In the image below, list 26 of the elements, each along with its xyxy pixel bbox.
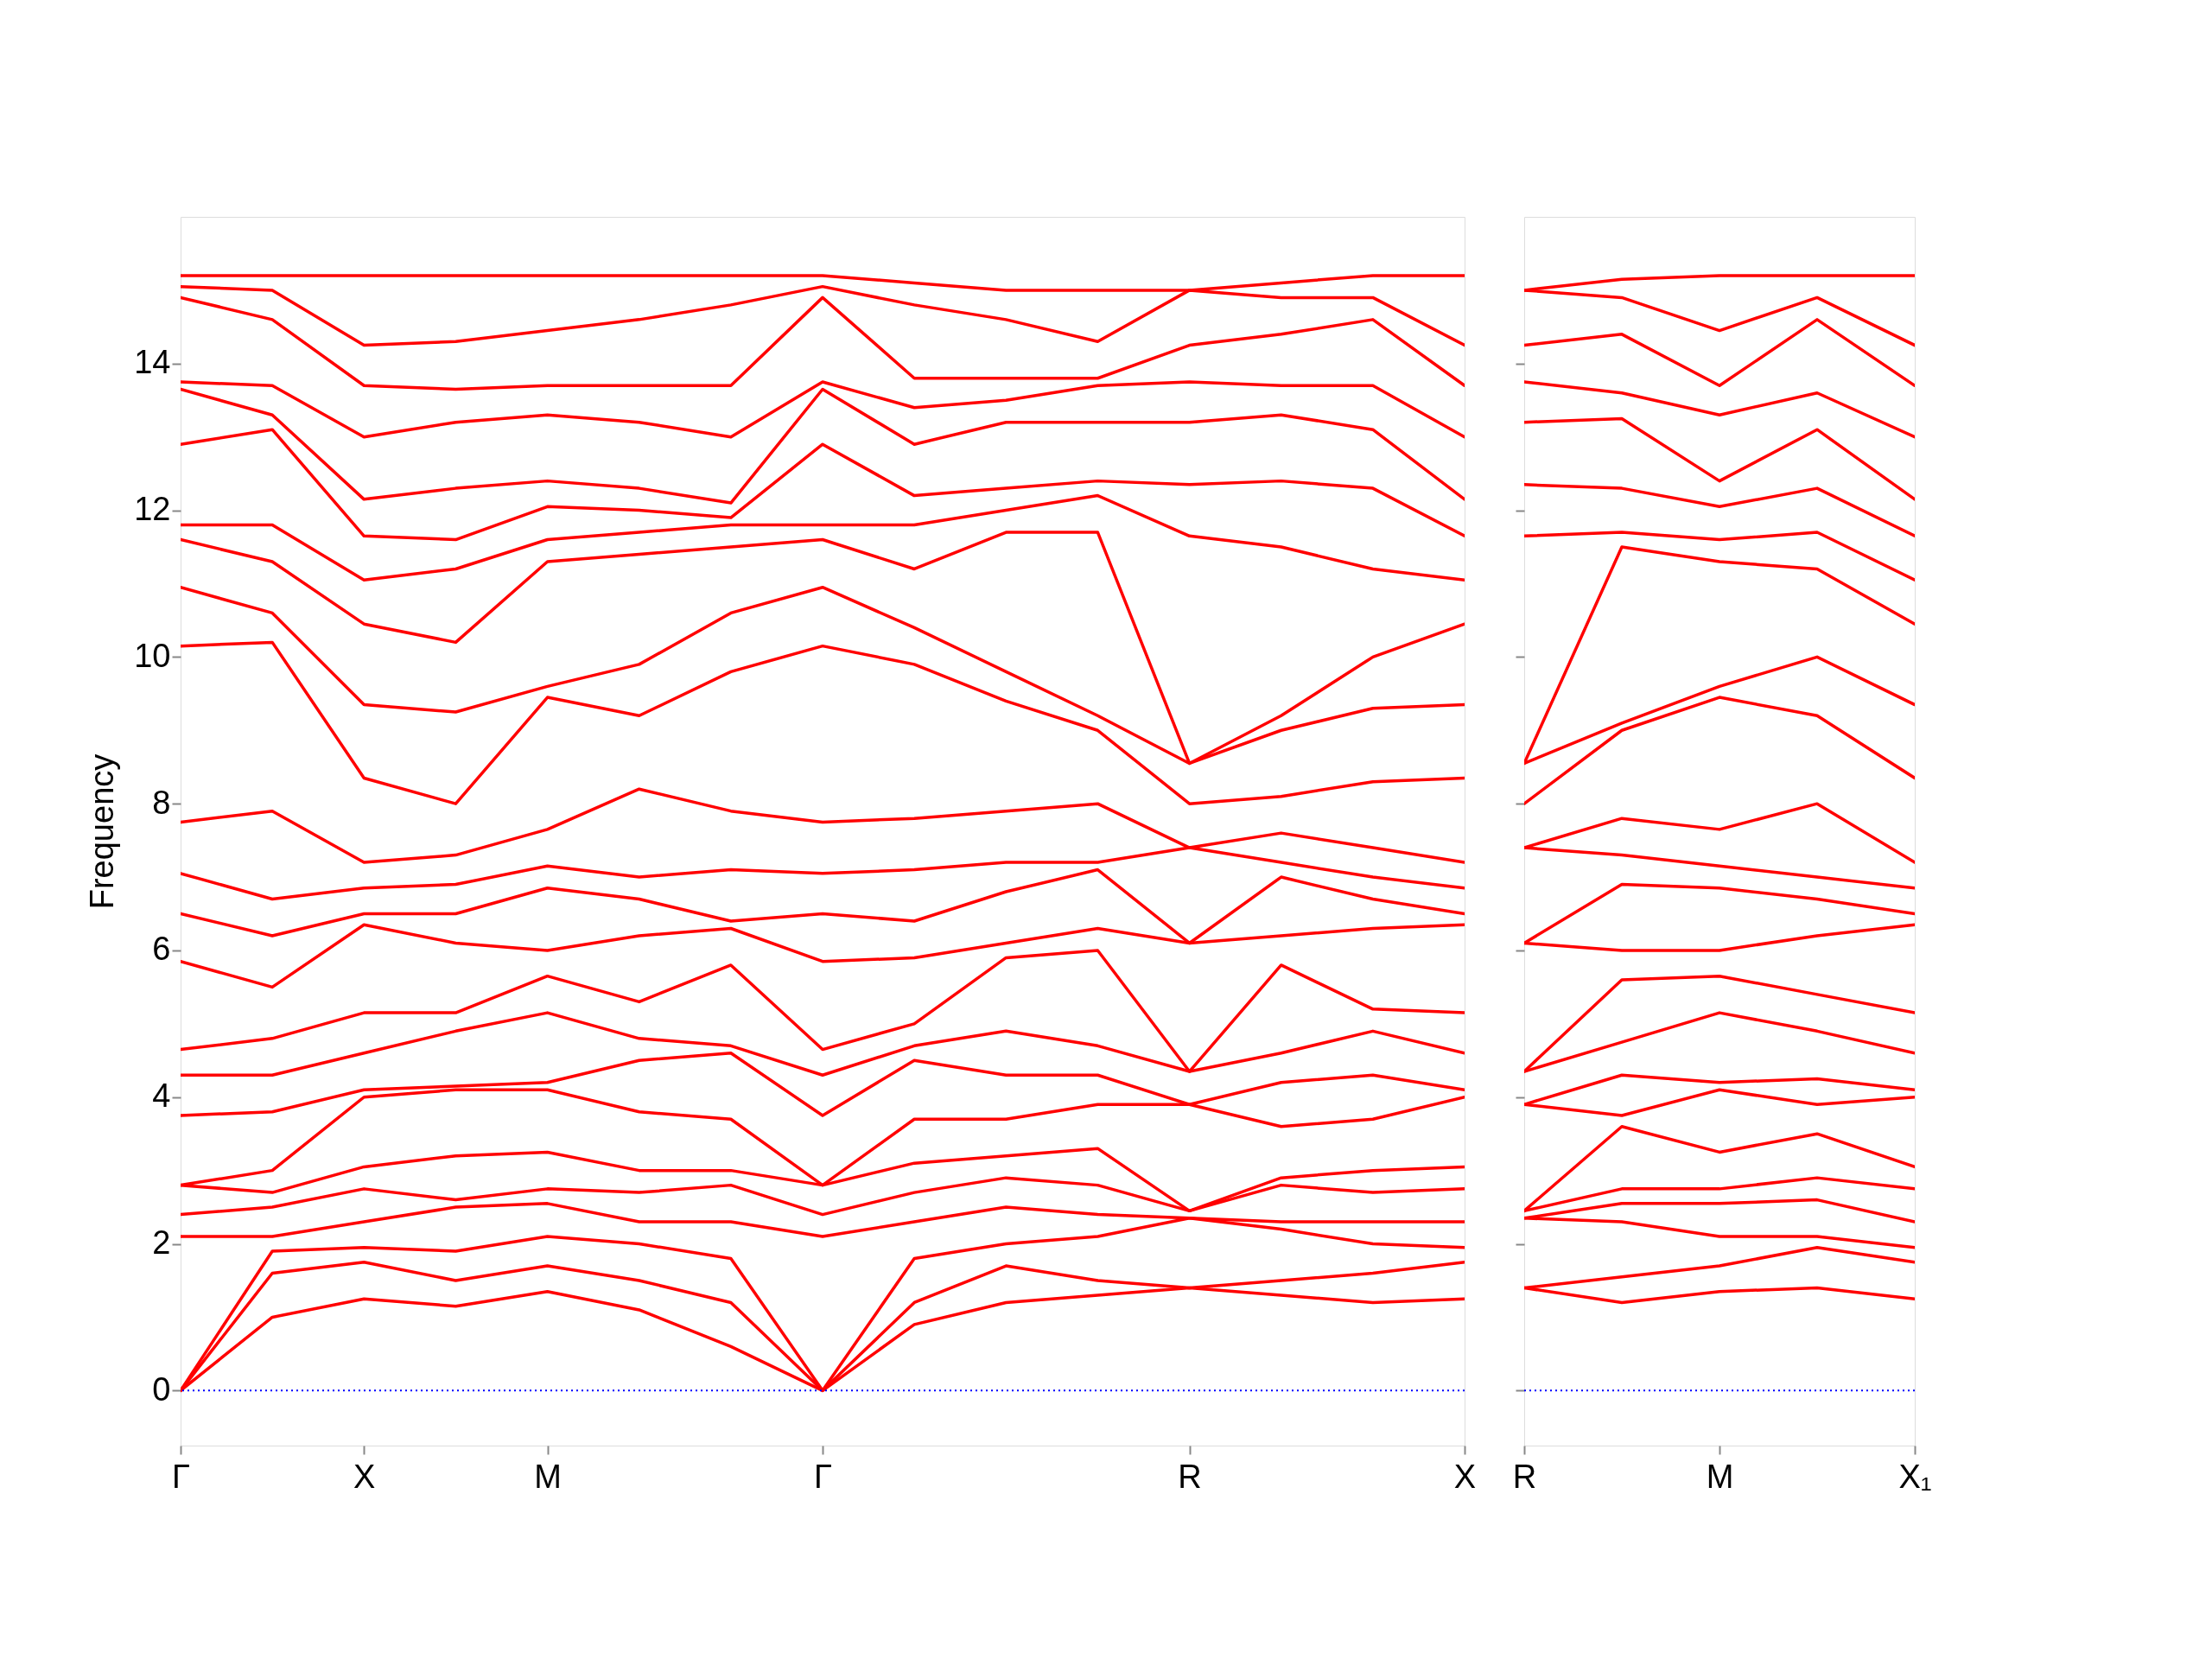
- line-series: [181, 428, 1465, 542]
- line-series: [181, 493, 1465, 582]
- x-tick-label: X: [1453, 1458, 1477, 1495]
- y-tick-label: 0: [152, 1370, 171, 1408]
- y-tick-label: 4: [152, 1077, 171, 1115]
- x-tick-label: Γ: [814, 1458, 832, 1495]
- y-tick-label: 12: [134, 491, 171, 528]
- y-tick-label: 10: [134, 637, 171, 674]
- line-series: [181, 296, 1465, 391]
- x-tick-label: Γ: [172, 1458, 190, 1495]
- x-tick-label: X: [353, 1458, 376, 1495]
- x-tick-label: X₁: [1898, 1458, 1932, 1495]
- line-series: [181, 949, 1465, 1073]
- y-tick-label: 8: [152, 784, 171, 821]
- line-series: [181, 640, 1465, 805]
- x-tick-label: M: [534, 1458, 562, 1495]
- y-tick-label: 14: [134, 344, 171, 381]
- y-tick-label: 2: [152, 1224, 171, 1262]
- x-tick-label: M: [1706, 1458, 1734, 1495]
- line-series: [181, 531, 1465, 766]
- x-tick-label: R: [1178, 1458, 1202, 1495]
- line-series: [181, 380, 1465, 439]
- x-tick-label: R: [1512, 1458, 1537, 1495]
- y-axis-title: Frequency: [84, 753, 121, 910]
- y-tick-label: 6: [152, 931, 171, 968]
- line-series: [181, 387, 1465, 505]
